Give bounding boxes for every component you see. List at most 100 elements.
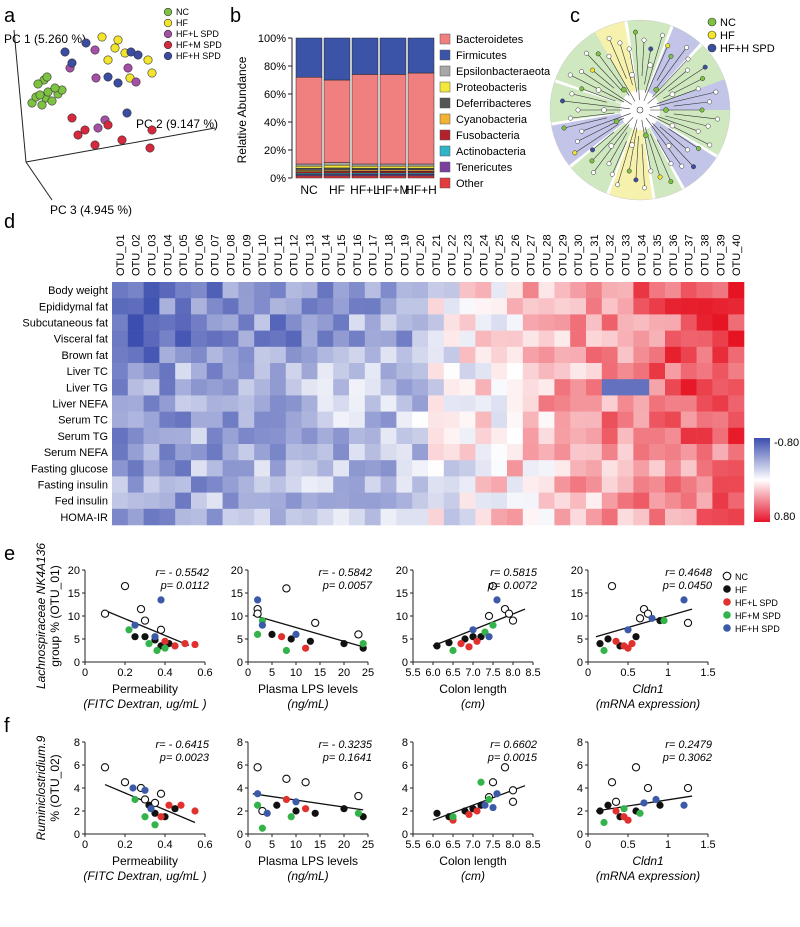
heatmap-cell	[238, 363, 255, 380]
p-value: p= 0.3062	[662, 752, 712, 764]
scatter-point	[680, 801, 688, 809]
heatmap-cell	[665, 460, 682, 477]
heatmap-cell	[127, 460, 144, 477]
ytick-label: 10	[68, 611, 80, 623]
heatmap-cell	[459, 363, 476, 380]
scatter-point	[607, 581, 617, 591]
clado-node	[569, 91, 575, 97]
heatmap-cell	[680, 330, 697, 348]
scatter-point	[254, 801, 262, 809]
otu-label: OTU_28	[542, 234, 554, 276]
clado-node	[579, 86, 585, 92]
heatmap-cell	[396, 444, 413, 461]
heatmap-cell	[159, 444, 176, 461]
scatter-point	[157, 596, 165, 604]
ytick-label: 0	[237, 829, 243, 841]
scatter-point	[481, 801, 489, 809]
b-yticks: 0% 20% 40% 60% 80% 100%	[258, 33, 293, 185]
heatmap-cell	[112, 330, 129, 348]
heatmap-cell	[696, 379, 713, 396]
xtick-label: 15	[314, 839, 326, 851]
heatmap-cell	[317, 492, 334, 510]
heatmap-cell	[428, 346, 445, 364]
heatmap-cell	[601, 298, 618, 315]
heatmap-cell	[443, 379, 460, 396]
heatmap-cell	[364, 411, 381, 429]
bar-segment	[407, 167, 435, 171]
heatmap-cell	[649, 395, 666, 412]
heatmap-cell	[222, 346, 239, 364]
heatmap-cell	[680, 427, 697, 445]
heatmap-cell	[522, 346, 539, 364]
heatmap-cell	[491, 444, 508, 461]
scatter-point	[683, 783, 693, 793]
xtick-label: 1	[665, 667, 671, 679]
b-ytick-label: 0%	[270, 173, 286, 185]
scatter-point	[600, 818, 608, 827]
clado-node	[626, 168, 632, 174]
b-legend-swatch	[439, 65, 451, 77]
heatmap-cell	[475, 492, 492, 510]
heatmap-cell	[159, 379, 176, 396]
clado-branch	[649, 91, 716, 108]
bar-segment	[407, 37, 435, 74]
heatmap-cell	[633, 476, 650, 493]
heatmap-cell	[443, 411, 460, 429]
heatmap-cell	[680, 314, 697, 331]
heatmap-cell	[143, 379, 160, 396]
bar-segment	[351, 37, 379, 75]
heatmap-cell	[507, 444, 524, 461]
heatmap-cell	[412, 508, 429, 526]
heatmap-cell	[507, 314, 524, 331]
scatter-point	[484, 611, 494, 621]
scatter-legend-label: HF+M SPD	[735, 611, 781, 621]
heatmap-cell	[175, 379, 192, 396]
scatter-point	[171, 642, 179, 650]
heatmap-cell	[222, 444, 239, 461]
legend-swatch	[163, 40, 173, 50]
heatmap-cell	[349, 508, 366, 526]
heatmap-cell	[491, 298, 508, 315]
heatmap-cell	[412, 330, 429, 348]
otu-label: OTU_29	[557, 234, 569, 276]
clado-branch	[652, 122, 694, 167]
heatmap-cell	[238, 330, 255, 348]
heatmap-cell	[285, 508, 302, 526]
clade-sector	[657, 110, 730, 155]
b-xtick-label: HF+M	[377, 183, 410, 197]
scatter-point	[500, 763, 510, 772]
heatmap-cell	[191, 330, 208, 348]
heatmap-cell	[349, 411, 366, 429]
heatmap-cell	[112, 427, 129, 445]
heatmap-cell	[428, 492, 445, 510]
heatmap-cell	[206, 346, 223, 364]
panel-label-f: f	[4, 715, 10, 737]
scatter-point	[161, 637, 169, 645]
heatmap-cell	[317, 346, 334, 364]
heatmap-cell	[143, 346, 160, 364]
heatmap-cell	[285, 282, 302, 299]
heatmap-cell	[475, 411, 492, 429]
heatmap-cell	[586, 492, 603, 510]
clado-node	[669, 91, 676, 98]
heatmap-cell	[633, 298, 650, 315]
heatmap-cell	[538, 444, 555, 461]
scatter-point	[485, 795, 493, 804]
heatmap-cell	[712, 411, 729, 429]
heatmap-cell	[364, 346, 381, 364]
heatmap-cell	[333, 411, 350, 429]
ytick-label: 5	[237, 634, 243, 646]
heatmap-cell	[601, 282, 618, 299]
heatmap-cell	[396, 298, 413, 315]
scatter-point	[433, 809, 441, 817]
heatmap-cell	[285, 363, 302, 380]
heatmap-cell	[617, 282, 634, 299]
p-value: p= 0.0057	[322, 580, 373, 592]
otu-label: OTU_26	[510, 234, 522, 276]
heatmap-cell	[301, 379, 318, 396]
heatmap-cell	[254, 508, 271, 526]
heatmap-cell	[428, 379, 445, 396]
heatmap-cell	[665, 379, 682, 396]
heatmap-cell	[364, 492, 381, 510]
heatmap-cell	[143, 476, 160, 493]
